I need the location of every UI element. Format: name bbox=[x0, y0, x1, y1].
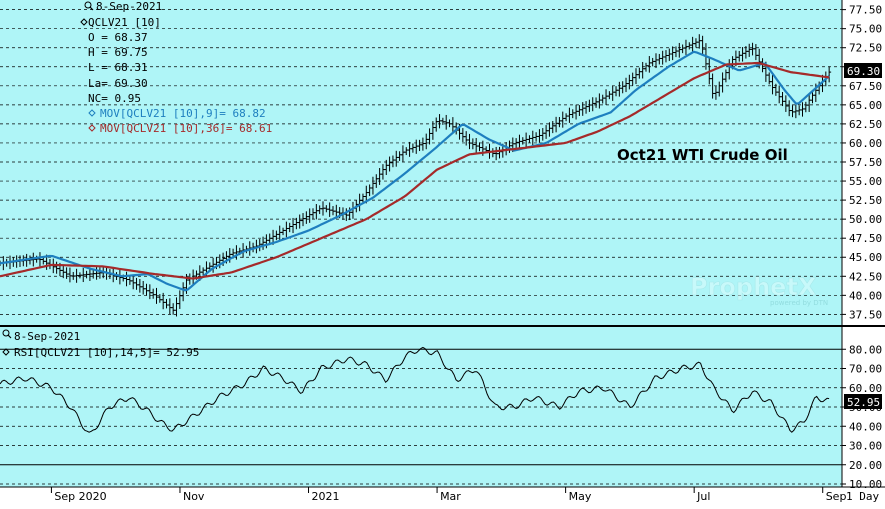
legend-date: 8-Sep-2021 bbox=[96, 0, 162, 13]
price-tick-label: 57.50 bbox=[849, 156, 882, 169]
magnifier-icon[interactable] bbox=[84, 1, 94, 11]
x-axis: Sep 2020 Nov 2021 Mar May Jul Sep bbox=[50, 487, 847, 503]
symbol-diamond-icon bbox=[80, 18, 88, 26]
price-tick-label: 52.50 bbox=[849, 194, 882, 207]
rsi-legend-value: RSI[QCLV21 [10],14,5]= 52.95 bbox=[14, 346, 199, 359]
watermark-brand: ProphetX bbox=[690, 273, 817, 301]
x-tick-label: May bbox=[569, 490, 592, 503]
rsi-tick-label: 40.00 bbox=[849, 420, 882, 433]
rsi-legend: 8-Sep-2021 RSI[QCLV21 [10],14,5]= 52.95 bbox=[2, 329, 199, 359]
legend-high: H = 69.75 bbox=[88, 46, 148, 59]
price-scale-area bbox=[842, 0, 885, 325]
x-tick-label: Sep 2020 bbox=[54, 490, 106, 503]
legend-ma-slow: MOV[QCLV21 [10],36]= 68.61 bbox=[100, 122, 272, 135]
price-y-axis: 37.50 40.00 42.50 45.00 47.50 50.00 52.50 55.00… bbox=[842, 4, 882, 321]
x-tick-label: 2021 bbox=[312, 490, 340, 503]
rsi-tick-label: 30.00 bbox=[849, 440, 882, 453]
watermark: ProphetX powered by DTN bbox=[690, 273, 828, 307]
rsi-tick-label: 20.00 bbox=[849, 459, 882, 472]
moving-average-lines bbox=[0, 50, 830, 292]
rsi-last-badge: 52.95 bbox=[844, 394, 882, 409]
x-tick-label: Sep bbox=[826, 490, 847, 503]
price-tick-label: 65.00 bbox=[849, 99, 882, 112]
price-tick-label: 67.50 bbox=[849, 80, 882, 93]
price-tick-label: 62.50 bbox=[849, 118, 882, 131]
chart-title: Oct21 WTI Crude Oil bbox=[617, 146, 788, 164]
legend-low: L = 68.31 bbox=[88, 61, 148, 74]
legend-ma-fast: MOV[QCLV21 [10],9]= 68.82 bbox=[100, 107, 266, 120]
price-tick-label: 42.50 bbox=[849, 270, 882, 283]
rsi-tick-label: 10.00 bbox=[849, 478, 882, 491]
price-tick-label: 40.00 bbox=[849, 289, 882, 302]
rsi-gridlines bbox=[0, 348, 842, 485]
rsi-diamond-icon bbox=[2, 348, 10, 356]
x-tick-label: Jul bbox=[696, 490, 710, 503]
price-tick-label: 37.50 bbox=[849, 308, 882, 321]
legend-symbol: QCLV21 [10] bbox=[88, 16, 161, 29]
price-tick-label: 47.50 bbox=[849, 232, 882, 245]
legend-net-change: NC= 0.95 bbox=[88, 92, 141, 105]
watermark-tag: powered by DTN bbox=[770, 299, 828, 307]
price-last-badge: 69.30 bbox=[844, 63, 882, 78]
rsi-magnifier-icon[interactable] bbox=[2, 329, 12, 339]
interval-label[interactable]: 1 Day bbox=[846, 490, 879, 503]
price-tick-label: 55.00 bbox=[849, 175, 882, 188]
x-tick-label: Nov bbox=[183, 490, 205, 503]
price-last-value: 69.30 bbox=[847, 65, 880, 78]
ma-fast-line bbox=[0, 50, 830, 292]
ma-fast-diamond-icon bbox=[88, 109, 96, 117]
price-tick-label: 50.00 bbox=[849, 213, 882, 226]
rsi-lines bbox=[0, 346, 830, 433]
rsi-line bbox=[0, 346, 830, 433]
price-tick-label: 77.50 bbox=[849, 4, 882, 17]
legend-open: O = 68.37 bbox=[88, 31, 148, 44]
price-tick-label: 45.00 bbox=[849, 251, 882, 264]
rsi-tick-label: 80.00 bbox=[849, 343, 882, 356]
legend-last: La= 69.30 bbox=[88, 77, 148, 90]
price-gridlines bbox=[0, 9, 842, 315]
price-tick-label: 75.00 bbox=[849, 23, 882, 36]
price-tick-label: 72.50 bbox=[849, 42, 882, 55]
price-tick-label: 60.00 bbox=[849, 137, 882, 150]
x-tick-label: Mar bbox=[440, 490, 461, 503]
ma-slow-diamond-icon bbox=[88, 124, 96, 132]
ma-slow-line bbox=[0, 61, 830, 280]
rsi-tick-label: 60.00 bbox=[849, 382, 882, 395]
rsi-tick-label: 70.00 bbox=[849, 363, 882, 376]
price-legend: 8-Sep-2021 QCLV21 [10] O = 68.37 H = 69.… bbox=[80, 0, 272, 135]
rsi-last-value: 52.95 bbox=[847, 396, 880, 409]
rsi-legend-date: 8-Sep-2021 bbox=[14, 330, 80, 343]
